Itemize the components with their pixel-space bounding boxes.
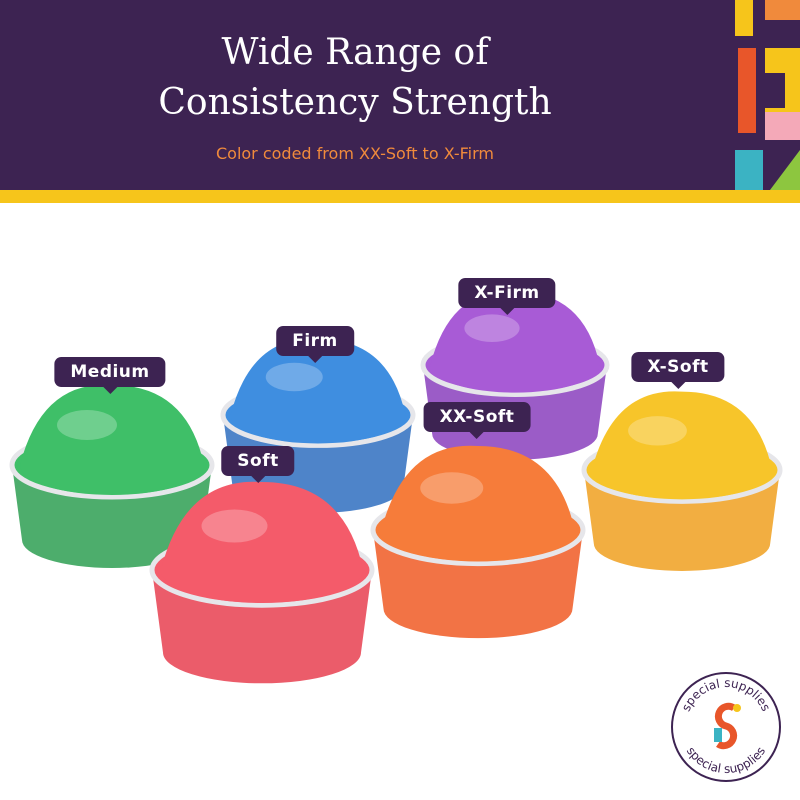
highlight [464, 314, 520, 343]
logo: special supplies special supplies [671, 672, 781, 782]
putty [430, 291, 600, 393]
tub [149, 481, 375, 684]
subtitle: Color coded from XX-Soft to X-Firm [215, 144, 494, 163]
putty [230, 338, 406, 444]
label: Firm [276, 326, 354, 363]
highlight [628, 416, 687, 446]
putty [20, 384, 204, 495]
title: Consistency Strength [158, 82, 552, 123]
tub [9, 384, 215, 568]
label: Soft [221, 446, 295, 483]
highlight [201, 509, 268, 543]
tub [220, 338, 416, 513]
label: X-Soft [631, 352, 725, 389]
highlight [57, 410, 117, 440]
stripe [0, 190, 800, 203]
highlight [265, 362, 323, 392]
putty [381, 445, 575, 562]
highlight [420, 472, 484, 504]
tub [370, 445, 586, 639]
title: Wide Range of [221, 32, 489, 73]
putty [591, 391, 773, 500]
decor [735, 0, 800, 190]
label: X-Firm [458, 278, 556, 315]
putty [160, 481, 364, 603]
label: XX-Soft [423, 402, 531, 439]
header: Wide Range of Consistency Strength Color… [0, 0, 800, 190]
label: Medium [54, 357, 166, 394]
tub [581, 391, 783, 571]
tub [420, 291, 610, 460]
